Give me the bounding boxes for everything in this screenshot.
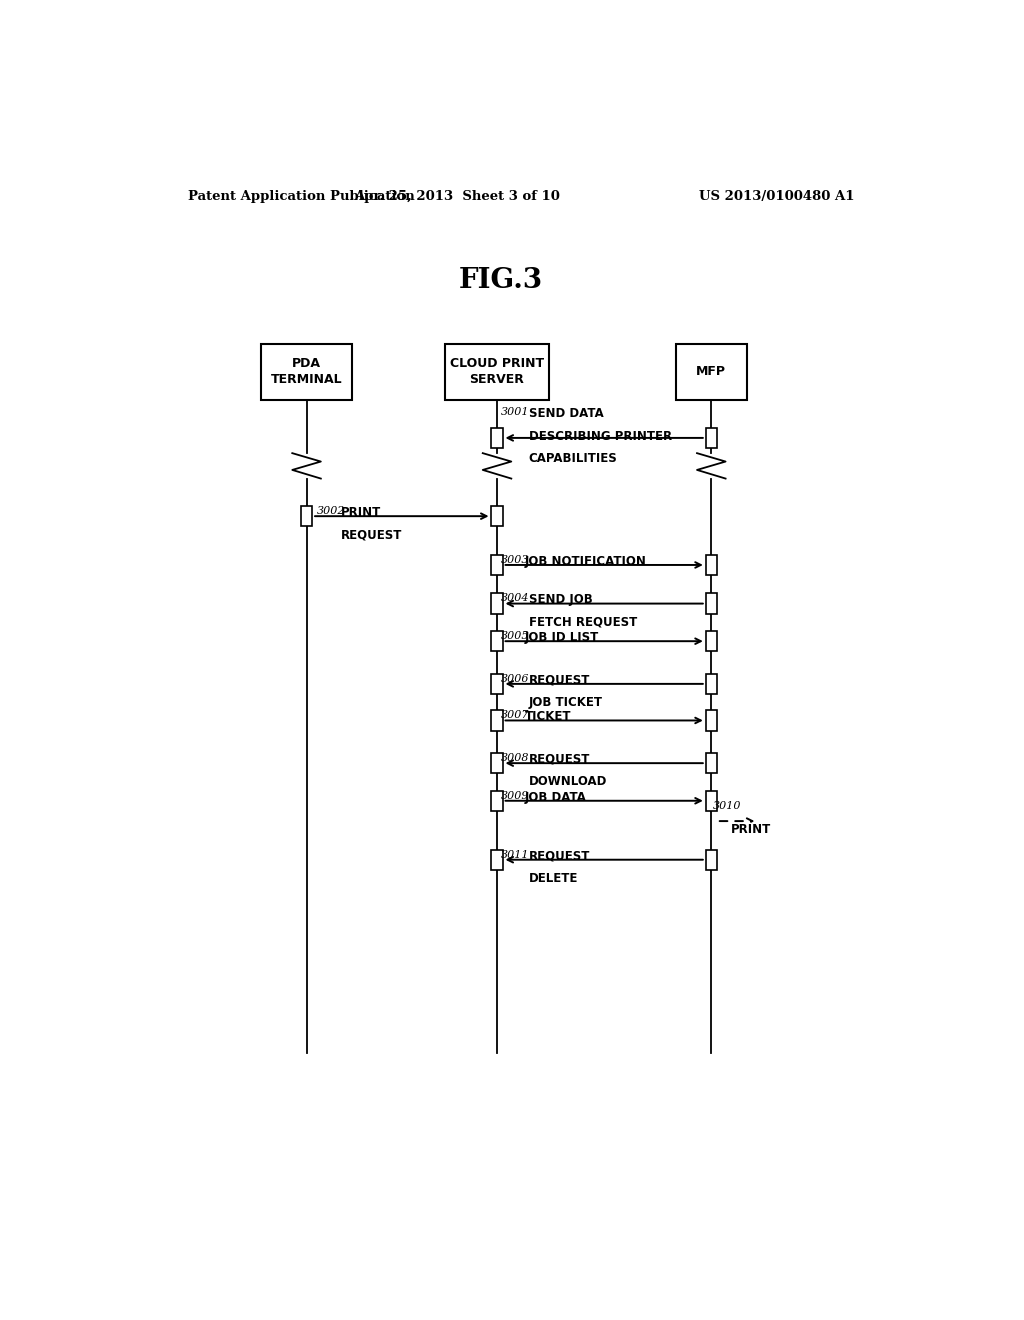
Text: 3009: 3009: [501, 791, 529, 801]
Bar: [492, 752, 503, 774]
Text: 3004: 3004: [501, 594, 529, 603]
Bar: [492, 554, 503, 576]
Text: PRINT: PRINT: [341, 506, 381, 519]
Bar: [492, 631, 503, 651]
Text: DELETE: DELETE: [528, 873, 579, 884]
Bar: [492, 506, 503, 527]
Bar: [445, 345, 549, 400]
Bar: [706, 752, 717, 774]
Bar: [706, 710, 717, 731]
Text: 3003: 3003: [501, 554, 529, 565]
Text: JOB TICKET: JOB TICKET: [528, 696, 603, 709]
Text: SEND JOB: SEND JOB: [528, 594, 593, 606]
Text: MFP: MFP: [696, 366, 726, 379]
Text: DESCRIBING PRINTER: DESCRIBING PRINTER: [528, 430, 672, 442]
Bar: [492, 428, 503, 447]
Text: DOWNLOAD: DOWNLOAD: [528, 775, 607, 788]
Text: US 2013/0100480 A1: US 2013/0100480 A1: [699, 190, 855, 202]
Text: REQUEST: REQUEST: [341, 528, 402, 541]
Bar: [676, 345, 746, 400]
Bar: [706, 850, 717, 870]
Bar: [706, 631, 717, 651]
Bar: [706, 673, 717, 694]
Bar: [706, 791, 717, 810]
Text: FIG.3: FIG.3: [459, 267, 543, 294]
Text: 3005: 3005: [501, 631, 529, 642]
Text: CAPABILITIES: CAPABILITIES: [528, 453, 617, 465]
Text: Patent Application Publication: Patent Application Publication: [187, 190, 415, 202]
Text: REQUEST: REQUEST: [528, 673, 590, 686]
Bar: [261, 345, 352, 400]
Text: 3007: 3007: [501, 710, 529, 721]
Text: REQUEST: REQUEST: [528, 752, 590, 766]
Bar: [706, 554, 717, 576]
Text: CLOUD PRINT
SERVER: CLOUD PRINT SERVER: [450, 358, 544, 387]
Text: 3008: 3008: [501, 752, 529, 763]
Text: JOB ID LIST: JOB ID LIST: [524, 631, 599, 644]
Text: 3010: 3010: [713, 801, 741, 810]
Bar: [301, 506, 312, 527]
Text: TICKET: TICKET: [524, 710, 571, 723]
Bar: [706, 428, 717, 447]
Bar: [492, 594, 503, 614]
Text: PRINT: PRINT: [731, 824, 771, 836]
Text: 3006: 3006: [501, 673, 529, 684]
Text: REQUEST: REQUEST: [528, 850, 590, 862]
Text: 3011: 3011: [501, 850, 529, 859]
Text: SEND DATA: SEND DATA: [528, 408, 603, 420]
Text: PDA
TERMINAL: PDA TERMINAL: [270, 358, 342, 387]
Text: 3001: 3001: [501, 408, 529, 417]
Text: 3002: 3002: [316, 506, 345, 516]
Bar: [492, 791, 503, 810]
Bar: [492, 673, 503, 694]
Text: Apr. 25, 2013  Sheet 3 of 10: Apr. 25, 2013 Sheet 3 of 10: [354, 190, 560, 202]
Bar: [706, 594, 717, 614]
Text: JOB DATA: JOB DATA: [524, 791, 587, 804]
Text: JOB NOTIFICATION: JOB NOTIFICATION: [524, 554, 647, 568]
Text: FETCH REQUEST: FETCH REQUEST: [528, 616, 637, 628]
Bar: [492, 850, 503, 870]
Bar: [492, 710, 503, 731]
